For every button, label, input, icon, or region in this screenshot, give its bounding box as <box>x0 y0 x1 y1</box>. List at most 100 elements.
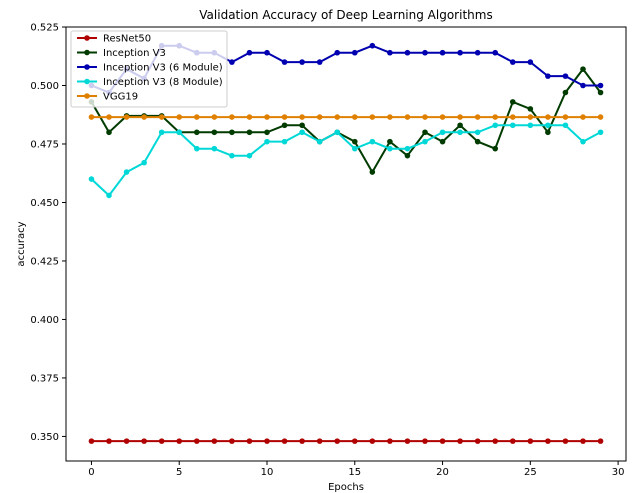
data-point <box>141 114 147 120</box>
data-point <box>562 122 569 129</box>
legend-label: Inception V3 (8 Module) <box>103 77 223 88</box>
data-point <box>492 145 499 152</box>
data-point <box>299 114 305 120</box>
data-point <box>369 438 376 444</box>
data-point <box>246 438 253 444</box>
data-point <box>264 129 270 136</box>
legend-box <box>70 30 228 108</box>
data-point <box>492 49 499 56</box>
legend-swatch-marker <box>84 49 90 56</box>
data-point <box>193 145 200 152</box>
data-point <box>580 438 586 444</box>
data-point <box>527 114 534 120</box>
x-tick-label: 20 <box>436 467 449 478</box>
data-point <box>474 129 481 136</box>
data-point <box>597 438 604 444</box>
data-point <box>106 129 112 136</box>
data-point <box>545 114 551 120</box>
data-point <box>597 129 604 136</box>
series-resnet50 <box>88 438 604 444</box>
data-point <box>509 59 516 65</box>
data-point <box>527 106 534 112</box>
legend-swatch-marker <box>84 35 90 41</box>
x-tick-label: 5 <box>176 467 182 478</box>
data-point <box>527 438 534 444</box>
data-point <box>281 138 288 145</box>
x-tick-label: 0 <box>88 467 94 478</box>
data-point <box>281 114 288 120</box>
data-point <box>246 129 253 136</box>
data-point <box>351 438 358 444</box>
data-point <box>246 49 253 56</box>
data-point <box>580 82 586 89</box>
y-tick-label: 0.350 <box>30 432 59 443</box>
data-point <box>299 129 305 136</box>
data-point <box>597 82 604 89</box>
legend-label: VGG19 <box>103 92 138 103</box>
data-point <box>281 59 288 65</box>
legend-item: Inception V3 (8 Module) <box>77 77 223 88</box>
data-point <box>246 152 253 159</box>
data-point <box>88 114 95 120</box>
data-point <box>281 438 288 444</box>
y-tick-label: 0.450 <box>30 198 59 209</box>
data-point <box>106 114 112 120</box>
data-point <box>316 138 323 145</box>
data-point <box>351 49 358 56</box>
data-point <box>229 129 235 136</box>
data-point <box>439 438 446 444</box>
data-point <box>264 49 270 56</box>
legend-label: ResNet50 <box>103 34 151 45</box>
data-point <box>457 129 463 136</box>
data-point <box>545 73 551 79</box>
data-point <box>158 129 165 136</box>
data-point <box>387 438 393 444</box>
data-point <box>562 114 569 120</box>
data-point <box>562 73 569 79</box>
data-point <box>545 438 551 444</box>
legend-swatch-marker <box>84 64 90 70</box>
data-point <box>457 49 463 56</box>
y-axis-label: accuracy <box>16 221 27 266</box>
chart-title: Validation Accuracy of Deep Learning Alg… <box>199 8 492 22</box>
data-point <box>334 49 341 56</box>
data-point <box>88 438 95 444</box>
data-point <box>580 114 586 120</box>
data-point <box>387 138 393 145</box>
data-point <box>334 129 341 136</box>
data-point <box>457 438 463 444</box>
data-point <box>369 114 376 120</box>
data-point <box>334 438 341 444</box>
data-point <box>229 114 235 120</box>
data-point <box>123 438 130 444</box>
data-point <box>404 145 411 152</box>
legend-swatch-marker <box>84 78 90 85</box>
data-point <box>316 114 323 120</box>
data-point <box>527 59 534 65</box>
data-point <box>211 114 218 120</box>
data-point <box>509 114 516 120</box>
legend-item: Inception V3 <box>77 48 166 59</box>
data-point <box>404 114 411 120</box>
data-point <box>545 129 551 136</box>
data-point <box>562 438 569 444</box>
legend-item: ResNet50 <box>77 34 151 45</box>
y-tick-label: 0.375 <box>30 373 59 384</box>
data-point <box>299 59 305 65</box>
data-point <box>176 114 183 120</box>
data-point <box>369 138 376 145</box>
data-point <box>404 438 411 444</box>
y-tick-label: 0.425 <box>30 256 59 267</box>
data-point <box>580 138 586 145</box>
data-point <box>193 114 200 120</box>
series-inception-v3-8-module <box>88 122 604 199</box>
y-tick-label: 0.475 <box>30 139 59 150</box>
data-point <box>351 114 358 120</box>
data-point <box>211 129 218 136</box>
x-tick-label: 30 <box>612 467 625 478</box>
data-point <box>299 438 305 444</box>
data-point <box>229 152 235 159</box>
series-vgg19 <box>88 114 604 120</box>
data-point <box>211 145 218 152</box>
